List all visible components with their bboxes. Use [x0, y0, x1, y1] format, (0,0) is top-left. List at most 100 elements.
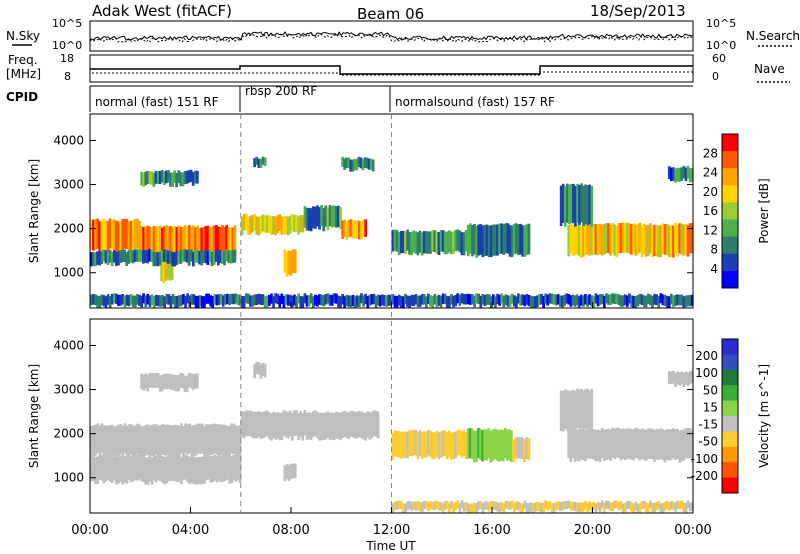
power-cell-16-176: [458, 294, 462, 306]
velocity-cell-2-26: [193, 373, 197, 389]
velocity-cell-3-19: [280, 412, 284, 441]
power-cell-16-8: [106, 294, 110, 305]
power-cell-16-111: [322, 295, 326, 307]
power-cell-16-23: [138, 294, 141, 306]
freq-panel: Freq. [MHz] 18 8 60 0 Nave: [6, 52, 790, 83]
power-cell-4-14: [119, 250, 122, 264]
power-cell-16-264: [642, 295, 646, 307]
velocity-cell-11-9: [686, 372, 690, 386]
velocity-cell-12-7: [406, 501, 409, 510]
power-cell-8-4: [261, 156, 265, 165]
velocity-cell-0-44: [182, 425, 185, 458]
velocity-cell-12-26: [445, 500, 449, 509]
power-cell-5-13: [268, 215, 271, 233]
velocity-cell-12-29: [452, 503, 455, 513]
power-cell-16-274: [663, 294, 667, 306]
velocity-cell-0-9: [108, 424, 112, 456]
velocity-cell-0-36: [165, 424, 169, 456]
velocity-cell-12-32: [458, 503, 462, 513]
power-cell-16-213: [536, 295, 539, 307]
velocity-ytick-label-2: 3000: [53, 383, 84, 397]
power-cell-4-21: [133, 249, 137, 262]
velocity-cell-12-113: [628, 500, 631, 509]
power-cell-16-81: [259, 294, 263, 305]
power-cell-1-41: [225, 225, 228, 256]
velocity-cell-6-32: [458, 429, 462, 456]
velocity-cell-3-21: [284, 411, 288, 438]
power-cell-6-0: [303, 206, 307, 228]
velocity-cell-3-34: [311, 411, 315, 438]
power-cell-16-42: [177, 295, 181, 307]
velocity-cell-12-36: [466, 503, 470, 513]
nsearch-tick-top: 10^5: [706, 17, 736, 30]
velocity-cell-12-102: [605, 500, 608, 509]
velocity-cell-12-0: [391, 503, 395, 513]
velocity-cell-12-129: [661, 502, 665, 513]
power-cell-16-175: [456, 293, 460, 304]
power-cell-16-248: [609, 294, 612, 305]
velocity-cell-12-111: [623, 502, 627, 513]
power-cell-4-5: [100, 250, 104, 265]
x-tick-label-1: 04:00: [172, 523, 209, 538]
power-cell-6-8: [320, 205, 323, 226]
velocity-cell-3-17: [276, 412, 279, 439]
velocity-cell-9-58: [688, 428, 692, 459]
velocity-cell-1-45: [184, 454, 187, 480]
velocity-cell-12-21: [435, 500, 439, 509]
velocity-cell-9-46: [663, 430, 667, 463]
velocity-cell-9-41: [653, 430, 656, 462]
power-cell-13-53: [678, 223, 681, 254]
power-cell-16-79: [255, 294, 259, 305]
velocity-cell-0-58: [211, 424, 215, 455]
velocity-cell-9-36: [642, 429, 646, 460]
power-cell-1-24: [190, 226, 193, 258]
velocity-cell-12-110: [621, 503, 625, 513]
power-cell-16-82: [261, 294, 265, 305]
power-cell-16-120: [341, 294, 344, 305]
velocity-cell-12-120: [642, 500, 646, 509]
power-cell-4-8: [106, 251, 110, 266]
power-cell-13-32: [634, 224, 638, 256]
power-cell-16-239: [590, 295, 594, 307]
power-cell-16-129: [360, 293, 363, 304]
power-cell-11-6: [404, 231, 407, 255]
velocity-cell-0-55: [205, 424, 208, 455]
power-cell-5-25: [293, 214, 296, 233]
velocity-cell-0-62: [219, 424, 223, 456]
power-cell-5-8: [257, 216, 261, 236]
power-cell-4-33: [158, 251, 162, 266]
velocity-cell-1-0: [90, 455, 93, 482]
velocity-cell-12-1: [393, 501, 397, 511]
time-axis: 00:00 04:00 08:00 12:00 16:00 20:00 00:00: [71, 302, 712, 538]
velocity-cell-12-86: [571, 501, 575, 511]
power-cell-16-102: [303, 293, 307, 304]
power-cell-16-278: [672, 295, 675, 308]
power-cell-16-113: [326, 293, 330, 304]
velocity-panel: 1000 2000 3000 4000 Slant Range [km]: [27, 318, 694, 514]
power-cell-9-5: [351, 220, 355, 239]
power-cell-1-37: [217, 226, 220, 258]
velocity-cell-0-18: [127, 424, 131, 455]
power-cell-16-240: [592, 296, 596, 308]
power-cell-11-10: [412, 230, 416, 253]
power-cell-0-18: [127, 221, 131, 254]
velocity-cell-9-15: [598, 430, 602, 463]
power-cell-11-24: [441, 230, 445, 252]
power-cell-16-152: [408, 296, 411, 308]
velocity-cell-10-15: [590, 388, 594, 429]
nsky-trace: [89, 31, 694, 41]
power-cell-16-98: [295, 296, 298, 308]
velocity-cell-7-2: [471, 428, 474, 459]
power-cell-16-257: [628, 293, 631, 304]
power-cell-16-238: [588, 294, 591, 305]
power-cell-16-32: [157, 295, 160, 307]
velocity-cell-2-18: [177, 375, 181, 392]
velocity-cell-9-47: [665, 429, 669, 460]
power-cell-11-21: [435, 231, 439, 254]
power-cell-16-261: [636, 295, 640, 307]
power-cell-13-22: [613, 224, 617, 256]
velocity-cell-9-4: [575, 429, 579, 461]
power-cell-16-202: [512, 295, 516, 307]
power-cell-16-247: [607, 294, 610, 305]
power-cell-4-50: [194, 249, 197, 263]
